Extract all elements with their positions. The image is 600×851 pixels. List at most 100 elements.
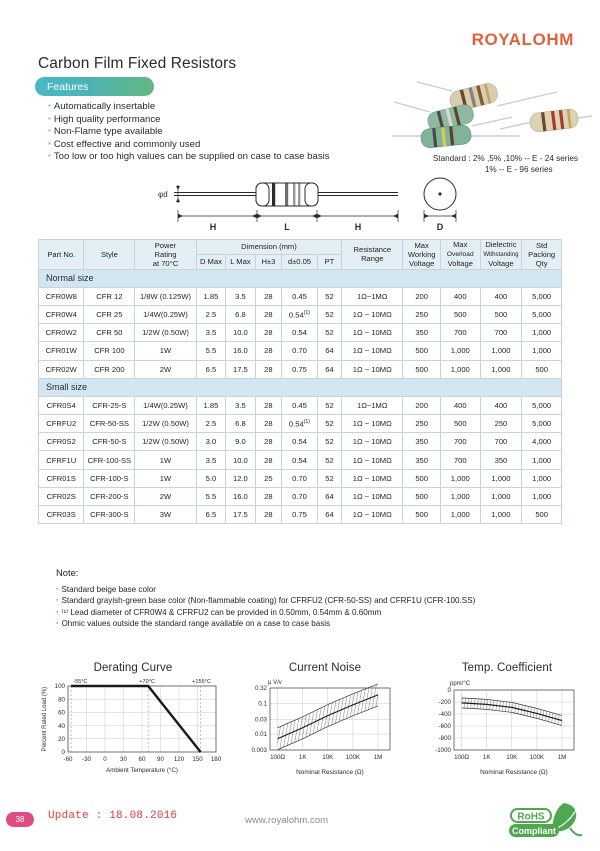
list-item: ▪ ⁽¹⁾ Lead diameter of CFR0W4 & CFRFU2 ca… bbox=[56, 607, 382, 617]
cell-dielectric: 500 bbox=[479, 304, 523, 325]
chart-title: Temp. Coefficient bbox=[461, 662, 553, 674]
cell-dielectric: 1,000 bbox=[479, 468, 523, 488]
cell-pt: 52 bbox=[316, 304, 343, 325]
col-pt: PT bbox=[316, 253, 343, 270]
bullet-icon: ▪ bbox=[48, 101, 51, 110]
col-part-no: Part No. bbox=[37, 239, 85, 270]
resistor-photo-svg bbox=[392, 81, 593, 149]
l-label: L bbox=[284, 222, 290, 232]
cell-dielectric: 700 bbox=[479, 432, 523, 452]
bullet-icon: ▪ bbox=[48, 138, 51, 148]
svg-text:100K: 100K bbox=[346, 754, 361, 761]
cell-d-max: 2.5 bbox=[195, 304, 227, 325]
table-row: CFR0W8 CFR 12 1/8W (0.125W) 1.85 3.5 28 0.45 52… bbox=[37, 286, 562, 306]
cell-dielectric: 400 bbox=[479, 286, 523, 306]
cell-working: 350 bbox=[402, 432, 441, 452]
svg-text:ppm/°C: ppm/°C bbox=[450, 681, 471, 687]
cell-range: 1Ω ~ 10MΩ bbox=[341, 432, 404, 452]
svg-text:150: 150 bbox=[192, 756, 203, 763]
cell-power: 3W bbox=[134, 505, 197, 525]
cell-overload: 700 bbox=[440, 432, 481, 452]
cell-power: 1W bbox=[134, 341, 197, 361]
website-url[interactable]: www.royalohm.com bbox=[245, 815, 329, 826]
features-heading-label: Features bbox=[47, 80, 89, 93]
cell-part-no: CFR0S4 bbox=[37, 395, 85, 416]
cell-h: 28 bbox=[254, 359, 283, 379]
cell-style: CFR 100 bbox=[83, 341, 136, 361]
svg-text:20: 20 bbox=[58, 736, 65, 743]
cell-style: CFR 25 bbox=[83, 304, 136, 325]
bullet-icon: ▪ bbox=[48, 126, 51, 136]
list-item: ▪ Non-Flame type available bbox=[48, 126, 163, 138]
cell-d-tol: 0.45 bbox=[281, 395, 318, 416]
cell-power: 1/2W (0.50W) bbox=[134, 323, 197, 343]
bullet-icon: ▪ bbox=[56, 608, 59, 616]
svg-text:Nominal Resistance (Ω): Nominal Resistance (Ω) bbox=[480, 769, 548, 776]
features-list: ▪ Automatically insertable ▪ High quality … bbox=[48, 100, 330, 163]
svg-text:0.01: 0.01 bbox=[255, 731, 268, 738]
cell-d-tol: 0.75 bbox=[281, 359, 318, 379]
cell-packing: 1,000 bbox=[521, 341, 562, 361]
cell-h: 28 bbox=[254, 341, 283, 361]
svg-text:10K: 10K bbox=[322, 754, 334, 761]
cell-power: 1/2W (0.50W) bbox=[134, 432, 197, 452]
cell-working: 500 bbox=[402, 486, 441, 507]
cell-h: 28 bbox=[254, 304, 283, 325]
cell-power: 1/8W (0.125W) bbox=[134, 286, 197, 306]
svg-text:0.32: 0.32 bbox=[255, 685, 268, 692]
standard-series-line-1: Standard : 2% ,5% ,10% -- E - 24 series bbox=[432, 154, 578, 163]
cell-dielectric: 1,000 bbox=[479, 359, 523, 379]
table-row: CFR02W CFR 200 2W 6.5 17.5 28 0.75 64 1Ω ~ 10MΩ 5… bbox=[37, 359, 562, 379]
cell-dielectric: 1,000 bbox=[479, 505, 523, 525]
cell-style: CFR-50-SS bbox=[83, 414, 136, 434]
list-item: ▪ Standard beige base color bbox=[56, 585, 156, 594]
col-d-tol: d±0.05 bbox=[281, 253, 318, 270]
cell-pt: 52 bbox=[316, 450, 343, 470]
cell-power: 1W bbox=[134, 468, 197, 488]
cell-l-max: 3.5 bbox=[225, 395, 256, 416]
cell-l-max: 10.0 bbox=[225, 450, 256, 470]
list-item: ▪ Automatically insertable bbox=[48, 101, 156, 112]
svg-text:Ambient Temperature (°C): Ambient Temperature (°C) bbox=[106, 767, 178, 774]
cell-d-tol: 0.75 bbox=[281, 505, 318, 525]
svg-text:-1000: -1000 bbox=[435, 747, 451, 754]
table-row: CFR02S CFR-200-S 2W 5.5 16.0 28 0.70 64 1Ω ~ 10M… bbox=[37, 486, 562, 507]
cell-style: CFR-100-SS bbox=[83, 450, 136, 470]
cell-d-tol: 0.70 bbox=[281, 341, 318, 361]
rohs-badge-svg: RoHS Compliant bbox=[509, 803, 583, 837]
col-std-packing-qty: Std Packing Qty bbox=[521, 239, 562, 270]
cell-packing: 500 bbox=[521, 505, 562, 525]
cell-d-tol: 0.70 bbox=[281, 468, 318, 488]
cell-style: CFR 12 bbox=[83, 286, 136, 306]
svg-text:30: 30 bbox=[120, 756, 127, 763]
cell-range: 1Ω ~ 10MΩ bbox=[341, 450, 404, 470]
cell-h: 28 bbox=[254, 286, 283, 306]
cell-packing: 500 bbox=[521, 359, 562, 379]
cell-working: 500 bbox=[402, 468, 441, 488]
table-row: CFR0W2 CFR 50 1/2W (0.50W) 3.5 10.0 28 0.54 52 1… bbox=[37, 323, 562, 343]
table-row: CFR01S CFR-100-S 1W 5.0 12.0 25 0.70 52 1Ω ~ 10M… bbox=[37, 468, 562, 488]
svg-text:μ V/v: μ V/v bbox=[268, 680, 282, 686]
col-d-max: D Max bbox=[195, 253, 227, 270]
svg-text:90: 90 bbox=[157, 756, 164, 763]
features-heading-pill: Features bbox=[35, 77, 154, 96]
svg-text:180: 180 bbox=[211, 756, 222, 763]
brand-logo: ROYALOHM bbox=[471, 30, 574, 49]
col-dielectric-voltage: Dielectric Withstanding Voltage bbox=[479, 239, 523, 270]
chart-title: Derating Curve bbox=[93, 662, 173, 674]
bullet-icon: ▪ bbox=[56, 586, 59, 593]
cell-pt: 64 bbox=[316, 359, 343, 379]
cell-d-max: 6.5 bbox=[195, 505, 227, 525]
svg-text:-800: -800 bbox=[439, 735, 452, 742]
svg-text:60: 60 bbox=[139, 756, 146, 763]
dimension-diagram: φd H L H D bbox=[150, 172, 480, 234]
cell-h: 28 bbox=[254, 395, 283, 416]
table-section-header: Normal size bbox=[38, 268, 562, 288]
cell-l-max: 6.8 bbox=[225, 414, 256, 434]
cell-dielectric: 1,000 bbox=[479, 341, 523, 361]
cell-pt: 64 bbox=[316, 341, 343, 361]
current-noise-chart: Current Noise μ V/v 100Ω 1K 10K 100K 1M 0.003 0… bbox=[230, 660, 420, 790]
derating-curve-chart: Derating Curve -55°C +70°C +155°C -60 -30 0 30… bbox=[38, 660, 228, 790]
cell-power: 2W bbox=[134, 486, 197, 507]
cell-d-tol: 0.54 bbox=[281, 323, 318, 343]
